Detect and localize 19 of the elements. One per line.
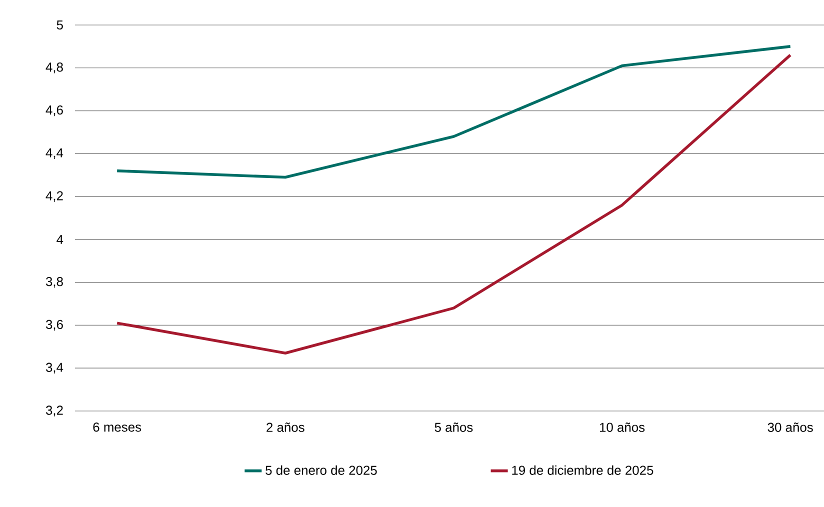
y-tick-label: 3,6 — [46, 320, 63, 331]
x-tick-label: 5 años — [434, 422, 473, 432]
y-tick-label: 5 — [56, 20, 63, 30]
legend-label: 19 de diciembre de 2025 — [512, 465, 654, 475]
x-tick-label: 6 meses — [93, 422, 142, 432]
y-tick-label: 4,6 — [46, 105, 63, 116]
legend-label: 5 de enero de 2025 — [266, 465, 377, 475]
y-tick-label: 4,8 — [46, 62, 63, 74]
y-tick-label: 3,2 — [46, 406, 63, 416]
y-tick-label: 4 — [56, 234, 64, 244]
y-tick-label: 4,2 — [46, 191, 63, 202]
y-tick-label: 4,4 — [46, 148, 64, 159]
x-tick-label: 10 años — [600, 422, 645, 432]
y-tick-label: 3,4 — [46, 362, 64, 374]
line-series — [116, 54, 792, 354]
y-tick-label: 3,8 — [46, 276, 63, 288]
line-series — [116, 45, 792, 179]
x-tick-label: 2 años — [266, 422, 304, 432]
x-tick-label: 30 años — [768, 422, 813, 432]
